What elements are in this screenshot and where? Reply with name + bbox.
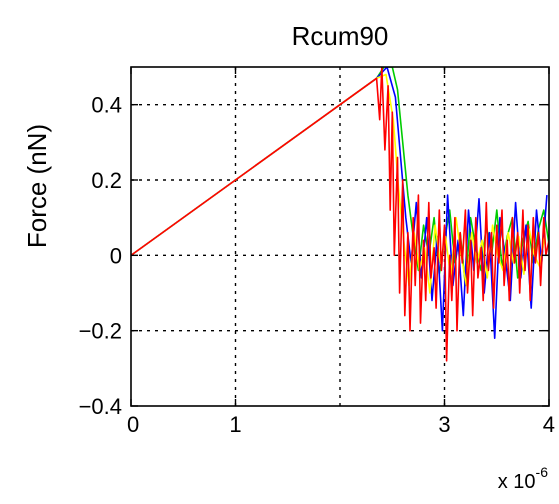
x-tick-label-3: 4 xyxy=(543,412,555,437)
y-tick-label-2: 0 xyxy=(110,243,122,268)
y-tick-label-1: −0.2 xyxy=(79,319,122,344)
y-tick-labels: −0.4 −0.2 0 0.2 0.4 xyxy=(79,93,122,419)
x-tick-label-0: 0 xyxy=(127,412,139,437)
series-line-1 xyxy=(131,67,547,338)
x-axis-exponent: x 10-6 xyxy=(498,464,548,493)
x-tick-label-1: 1 xyxy=(229,412,241,437)
y-tick-label-0: −0.4 xyxy=(79,394,122,419)
x-exponent-power: -6 xyxy=(536,464,549,480)
x-exponent-base: x 10 xyxy=(498,471,536,493)
x-tick-labels: 0 1 3 4 xyxy=(127,412,555,437)
x-tick-label-2: 3 xyxy=(438,412,450,437)
grid xyxy=(131,67,549,406)
y-axis-label: Force (nN) xyxy=(22,124,52,248)
chart-title: Rcum90 xyxy=(292,21,389,51)
y-tick-label-3: 0.2 xyxy=(91,168,122,193)
y-tick-label-4: 0.4 xyxy=(91,93,122,118)
